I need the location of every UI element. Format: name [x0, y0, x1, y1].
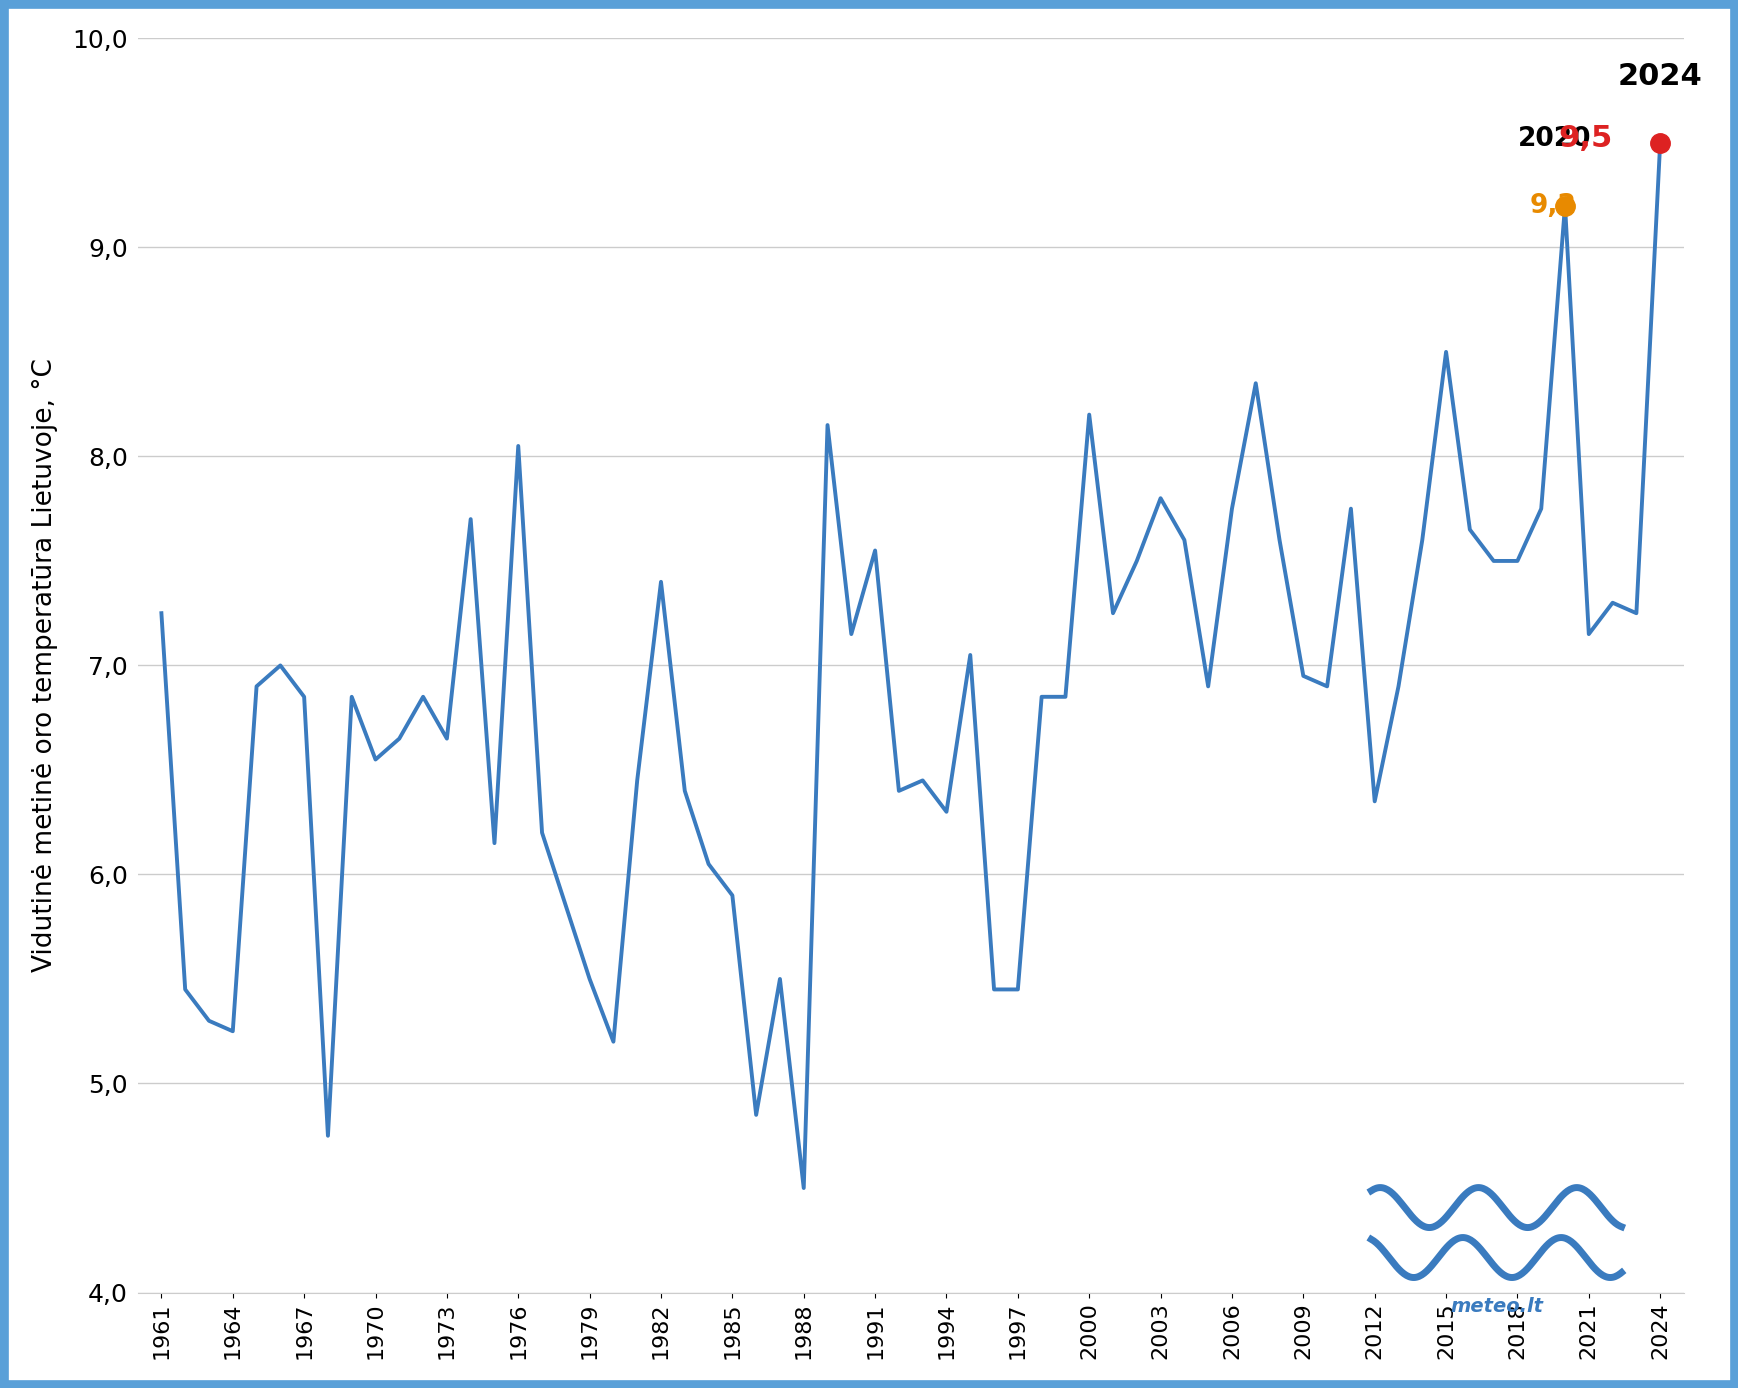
Y-axis label: Vidutinė metinė oro temperatūra Lietuvoje, °C: Vidutinė metinė oro temperatūra Lietuvoj… [33, 358, 59, 973]
Text: 9,2: 9,2 [1529, 193, 1576, 218]
Text: 9,5: 9,5 [1559, 124, 1613, 153]
Text: meteo.lt: meteo.lt [1449, 1296, 1543, 1316]
Text: 2024: 2024 [1618, 61, 1703, 90]
Text: 2020: 2020 [1517, 126, 1592, 151]
